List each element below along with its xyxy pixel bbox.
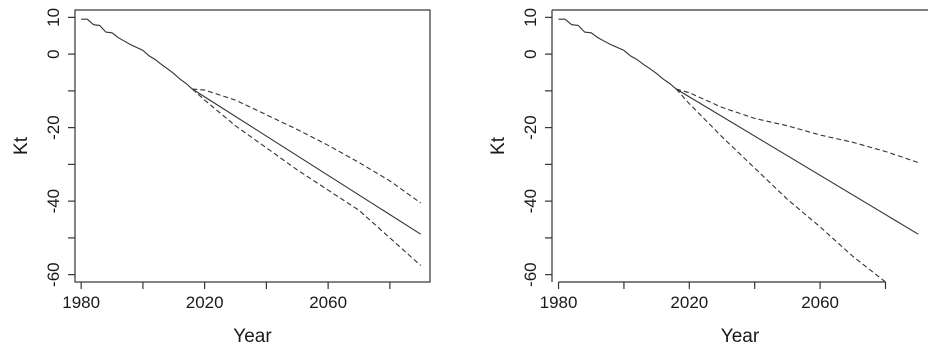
x-tick-label: 1980 bbox=[62, 293, 100, 312]
forecast-bound-line-2 bbox=[192, 88, 422, 204]
y-tick-label: -20 bbox=[44, 115, 63, 140]
x-tick-label: 2020 bbox=[186, 293, 224, 312]
x-tick-label: 2060 bbox=[309, 293, 347, 312]
chart-panel-1: 1980 2020 2060 10 0 -20 -40 -60 Year Kt bbox=[11, 8, 431, 347]
chart-panel-2: 1980 2020 2060 10 0 -20 -40 -60 Year Kt bbox=[488, 8, 928, 347]
y-tick-label: 0 bbox=[521, 49, 540, 58]
y-tick-label: 10 bbox=[44, 8, 63, 27]
forecast-bound-line-3 bbox=[675, 88, 886, 283]
x-axis-title: Year bbox=[233, 326, 272, 347]
x-tick-label: 2020 bbox=[670, 293, 708, 312]
y-tick-label: -60 bbox=[44, 262, 63, 287]
kt-line-1 bbox=[81, 18, 421, 235]
y-tick-label: 0 bbox=[44, 49, 63, 58]
y-tick-label: -40 bbox=[44, 189, 63, 214]
y-axis-title: Kt bbox=[11, 136, 32, 155]
y-axis-title: Kt bbox=[488, 136, 509, 155]
x-tick-label: 1980 bbox=[540, 293, 578, 312]
kt-line-1 bbox=[558, 18, 919, 235]
y-tick-label: -40 bbox=[521, 189, 540, 214]
y-tick-label: 10 bbox=[521, 8, 540, 27]
y-tick-label: -60 bbox=[521, 262, 540, 287]
forecast-bound-line-2 bbox=[676, 88, 919, 164]
x-tick-label: 2060 bbox=[801, 293, 839, 312]
forecast-bound-line-3 bbox=[191, 88, 422, 266]
plot-frame bbox=[74, 9, 431, 283]
y-tick-label: -20 bbox=[521, 115, 540, 140]
x-axis-title: Year bbox=[721, 326, 760, 347]
